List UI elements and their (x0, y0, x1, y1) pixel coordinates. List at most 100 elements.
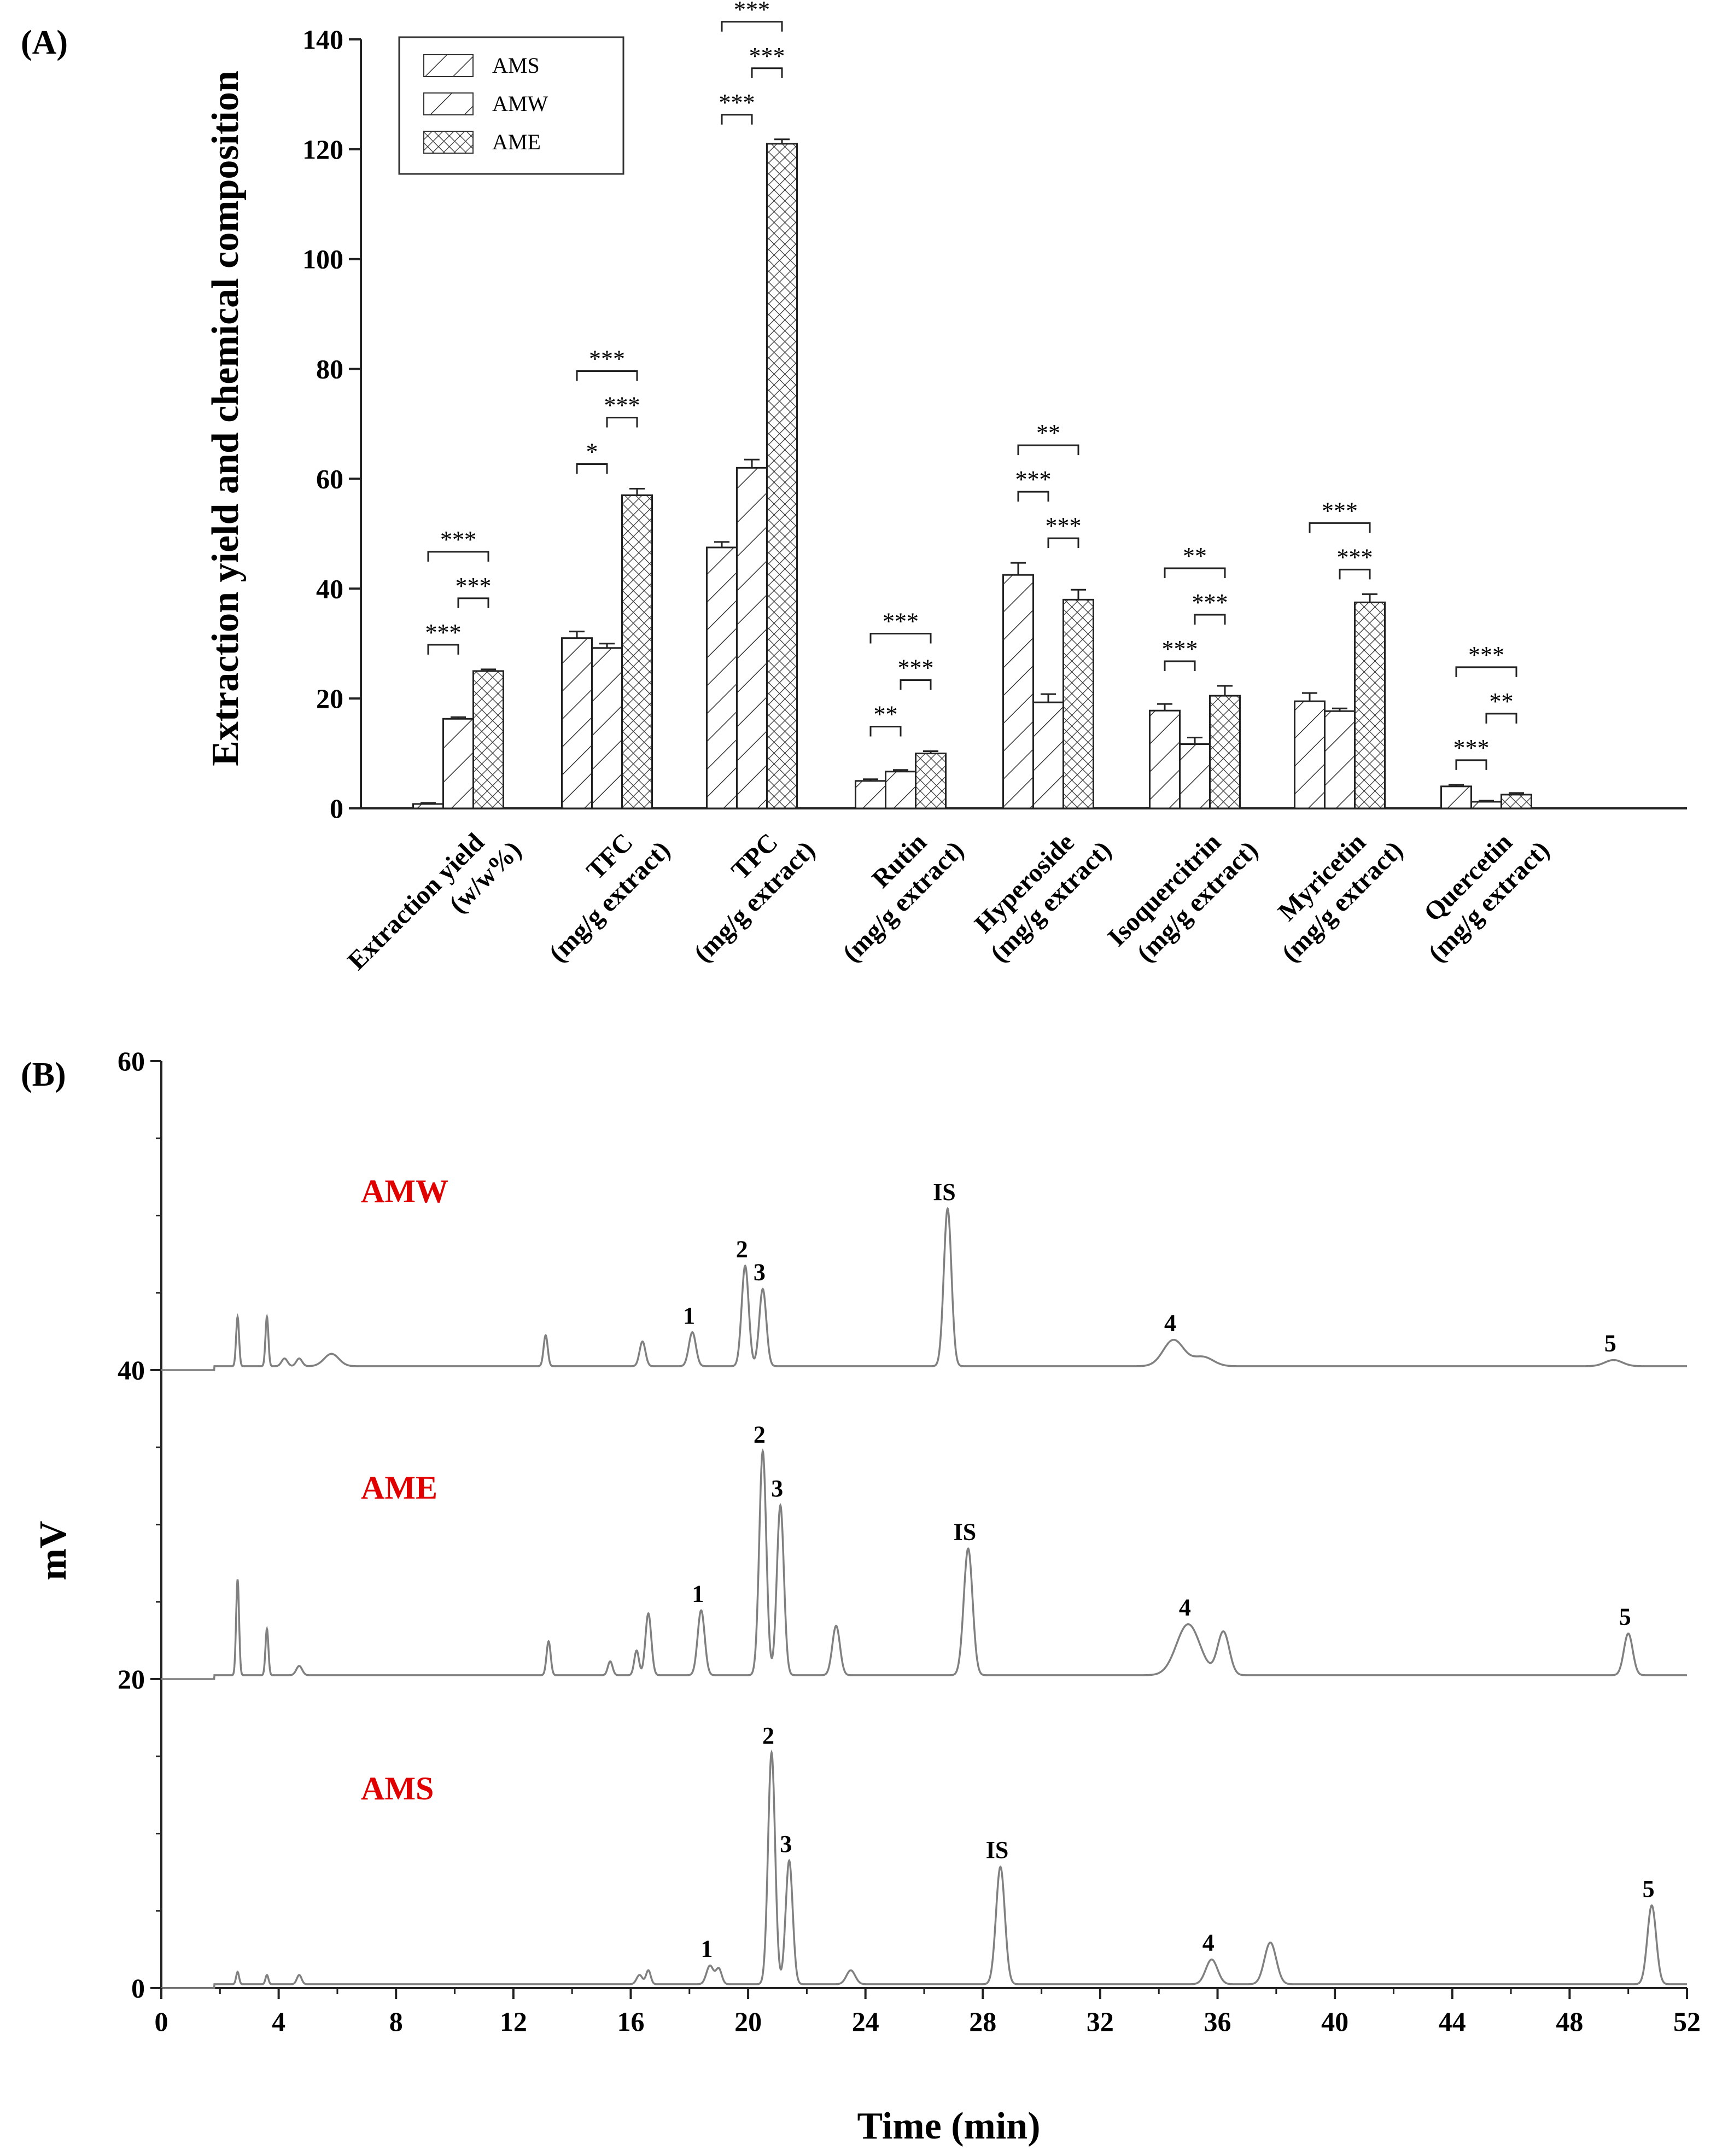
significance-label: *** (749, 43, 785, 69)
chromatogram-x-tick-label: 20 (734, 2006, 762, 2037)
peak-label: 5 (1643, 1875, 1655, 1902)
significance-label: *** (425, 619, 462, 646)
significance-bracket (1194, 614, 1226, 625)
significance-label: *** (1468, 642, 1504, 668)
trace-label-ams: AMS (361, 1770, 434, 1807)
significance-bracket (427, 644, 459, 655)
significance-label: *** (719, 89, 755, 116)
significance-bracket (457, 597, 489, 608)
bar-ams (1002, 574, 1034, 809)
bar-amw (736, 467, 768, 809)
bar-amw (885, 771, 916, 809)
significance-label: * (586, 439, 598, 465)
bar-chart-y-axis-title: Extraction yield and chemical compositio… (205, 71, 247, 766)
chromatogram-trace-amw (161, 1207, 1687, 1371)
bar-chart-y-tick-label: 80 (316, 354, 343, 384)
bar-ams (706, 546, 738, 809)
peak-label: 1 (700, 1936, 713, 1962)
bar-chart-y-tick-label: 100 (302, 244, 343, 275)
legend-swatch-ame (423, 131, 474, 154)
bar-ams (412, 803, 444, 809)
chromatogram-x-tick-label: 8 (389, 2006, 403, 2037)
chromatogram-y-ticks: 0 20 40 60 (118, 1046, 161, 2003)
trace-label-ame: AME (361, 1470, 437, 1506)
bar-chart-y-tick-label: 40 (316, 573, 343, 604)
peak-label: 3 (780, 1831, 792, 1857)
bar-chart-y-tick-label: 140 (302, 24, 343, 55)
category-label: Quercetin(mg/g extract) (1418, 828, 1555, 968)
significance-label: ** (1036, 419, 1060, 446)
peak-label: 3 (754, 1259, 766, 1286)
significance-bracket (900, 679, 932, 690)
bar-ame (1209, 695, 1241, 809)
bar-chart-category-labels: Extraction yield(w/w%) TFC(mg/g extract) T… (342, 828, 1555, 976)
bar-chart-legend: AMS AMW AME (398, 36, 624, 175)
significance-label: *** (1192, 589, 1228, 616)
peak-label: IS (986, 1837, 1009, 1863)
chromatogram-x-tick-label: 52 (1673, 2006, 1701, 2037)
panel-a-label: (A) (21, 24, 68, 61)
bar-chart: Extraction yield and chemical compositio… (205, 0, 1687, 976)
panel-b-label: (B) (21, 1056, 66, 1093)
significance-bracket (606, 417, 638, 428)
chromatogram-x-ticks: 0 4 8 12 16 20 24 28 32 36 40 44 48 52 (155, 1988, 1701, 2037)
bar-chart-y-tick-label: 0 (330, 793, 343, 824)
chromatogram-x-tick-label: 0 (155, 2006, 168, 2037)
peak-label: 4 (1179, 1594, 1191, 1621)
significance-bracket (1339, 568, 1371, 580)
significance-bracket (427, 551, 489, 562)
significance-label: ** (874, 701, 898, 728)
significance-label: *** (456, 573, 492, 599)
category-label: TPC(mg/g extract) (688, 828, 821, 968)
bar-amw (442, 718, 474, 809)
significance-bracket (1164, 660, 1196, 672)
significance-label: *** (1322, 497, 1358, 524)
bar-amw (1470, 801, 1502, 809)
peak-label: 5 (1604, 1330, 1616, 1357)
significance-label: ** (1183, 543, 1207, 569)
peak-label: 5 (1619, 1604, 1631, 1630)
significance-label: *** (1015, 466, 1052, 493)
significance-bracket (1164, 567, 1226, 579)
chromatogram-y-tick-label: 60 (118, 1046, 145, 1076)
significance-bracket (1017, 444, 1079, 456)
category-label: TFC(mg/g extract) (544, 828, 676, 968)
significance-label: *** (1337, 544, 1373, 570)
legend-label-amw: AMW (492, 91, 548, 116)
chromatogram-x-tick-label: 44 (1439, 2006, 1466, 2037)
peak-label: 2 (736, 1236, 748, 1262)
chromatogram-x-tick-label: 4 (272, 2006, 285, 2037)
legend-label-ams: AMS (492, 53, 540, 78)
bar-chart-y-tick-label: 120 (302, 134, 343, 165)
chromatogram-x-tick-label: 32 (1087, 2006, 1114, 2037)
bar-ame (915, 753, 947, 809)
bar-ams (1149, 709, 1181, 809)
chromatogram-trace-ame (161, 1448, 1687, 1680)
chromatogram-trace-labels: AMW AME AMS (361, 1173, 448, 1807)
category-label: Myricetin(mg/g extract) (1272, 828, 1409, 968)
legend-swatch-amw (423, 92, 474, 115)
chromatogram-x-tick-label: 12 (500, 2006, 527, 2037)
significance-bracket (1455, 666, 1517, 677)
significance-bracket (1017, 491, 1049, 502)
bar-chart-y-ticks: 0 20 40 60 80 100 120 140 (302, 24, 361, 824)
category-label: Rutin(mg/g extract) (837, 828, 970, 968)
significance-bracket (576, 370, 638, 381)
bar-ams (855, 780, 886, 809)
bar-chart-significance: ****************************************… (425, 0, 1517, 770)
legend-label-ame: AME (492, 130, 541, 154)
significance-label: *** (604, 392, 640, 419)
peak-label: 1 (692, 1580, 704, 1607)
significance-bracket (869, 633, 932, 644)
peak-label: IS (933, 1179, 956, 1205)
peak-label: 4 (1164, 1310, 1176, 1337)
bar-ame (1354, 601, 1386, 809)
bar-amw (591, 647, 623, 809)
bar-amw (1324, 710, 1356, 809)
chromatogram-x-tick-label: 28 (969, 2006, 996, 2037)
bar-chart-bars (412, 138, 1532, 809)
category-label: Isoquercitrin(mg/g extract) (1102, 828, 1263, 968)
chromatogram-trace-ams (161, 1749, 1687, 1989)
